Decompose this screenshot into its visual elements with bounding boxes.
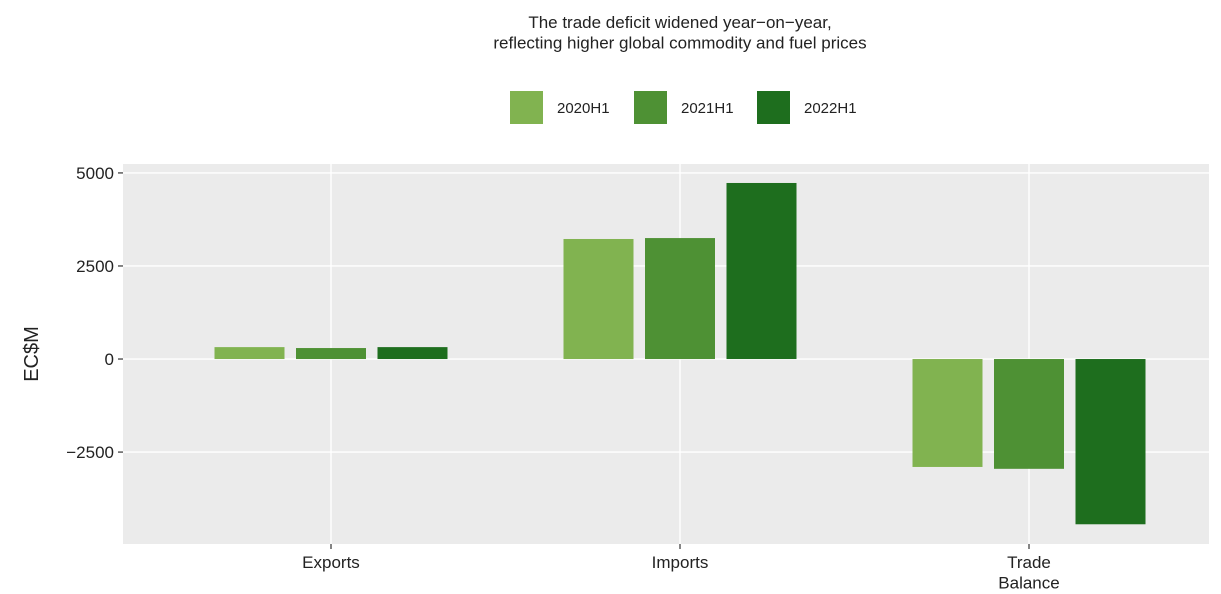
x-tick-label: Trade Balance	[998, 553, 1059, 592]
legend-swatch	[757, 91, 790, 124]
legend-label: 2022H1	[804, 100, 857, 117]
x-tick-label: Exports	[302, 553, 360, 572]
y-tick-label: −2500	[66, 443, 114, 462]
y-tick-label: 5000	[76, 164, 114, 183]
bar	[1075, 359, 1146, 525]
chart-title: The trade deficit widened year−on−year, r…	[493, 13, 866, 52]
bar	[377, 347, 448, 360]
y-tick-label: 2500	[76, 257, 114, 276]
bar	[912, 359, 983, 467]
bar	[214, 347, 285, 360]
legend-label: 2020H1	[557, 100, 610, 117]
bar	[994, 359, 1064, 469]
x-tick-label: Imports	[652, 553, 709, 572]
legend-swatch	[634, 91, 667, 124]
y-axis-label: EC$M	[21, 326, 43, 382]
bar	[645, 238, 715, 360]
legend-swatch	[510, 91, 543, 124]
bar	[563, 238, 634, 360]
bar	[296, 348, 366, 360]
bar	[726, 182, 797, 360]
y-tick-label: 0	[105, 350, 114, 369]
legend-label: 2021H1	[681, 100, 734, 117]
